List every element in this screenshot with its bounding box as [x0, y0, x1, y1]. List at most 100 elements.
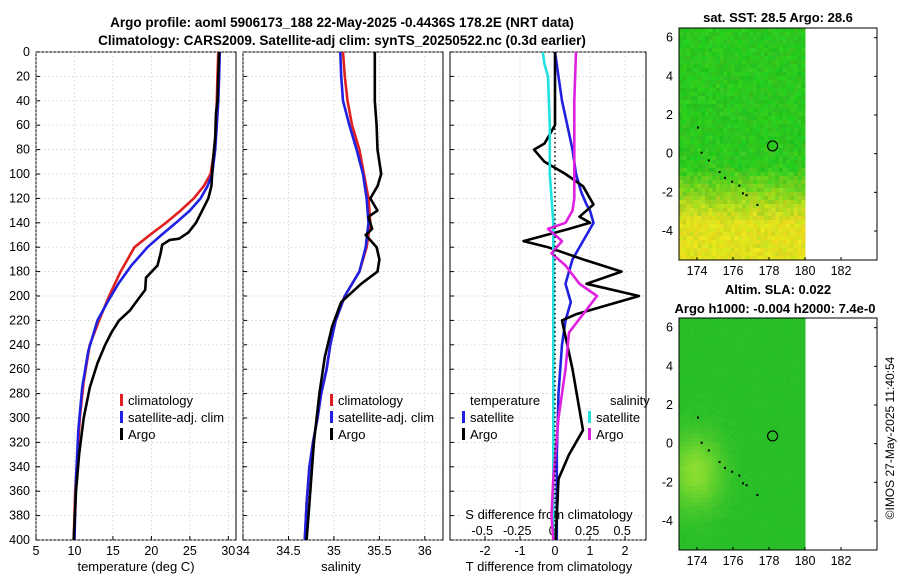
map-cell: [690, 366, 695, 371]
map-cell: [760, 28, 765, 33]
map-cell: [730, 56, 736, 61]
map-cell: [753, 466, 758, 471]
map-cell: [704, 116, 710, 121]
map-cell: [756, 88, 762, 93]
map-cell: [760, 546, 765, 551]
map-cell: [719, 538, 724, 543]
map-cell: [679, 442, 684, 447]
map-cell: [790, 410, 795, 415]
map-cell: [679, 446, 684, 451]
map-cell: [701, 88, 706, 93]
map-cell: [782, 40, 787, 45]
map-cell: [767, 494, 773, 499]
map-cell: [786, 240, 791, 245]
map-cell: [704, 124, 710, 129]
map-cell: [760, 40, 765, 45]
map-cell: [712, 108, 717, 113]
map-cell: [679, 474, 684, 479]
map-cell: [760, 248, 765, 253]
map-cell: [782, 486, 787, 491]
map-cell: [719, 406, 724, 411]
map-cell: [679, 498, 684, 503]
map-cell: [679, 76, 684, 81]
map-cell: [782, 482, 787, 487]
map-cell: [779, 76, 784, 81]
map-cell: [793, 180, 799, 185]
map-cell: [801, 136, 806, 141]
map-cell: [775, 92, 780, 97]
map-cell: [723, 172, 728, 177]
map-cell: [679, 88, 684, 93]
map-cell: [760, 236, 765, 241]
map-cell: [690, 92, 695, 97]
map-cell: [730, 458, 736, 463]
map-cell: [764, 410, 769, 415]
map-cell: [782, 68, 787, 73]
map-cell: [686, 538, 691, 543]
map-cell: [793, 530, 799, 535]
series-line-argo: [305, 52, 383, 540]
map-cell: [797, 48, 802, 53]
map-cell: [690, 32, 695, 37]
map-cell: [682, 48, 687, 53]
map-cell: [716, 48, 721, 53]
map-cell: [779, 498, 784, 503]
map-cell: [775, 160, 780, 165]
map-cell: [719, 426, 724, 431]
map-cell: [749, 256, 754, 261]
map-cell: [708, 144, 713, 149]
map-cell: [786, 514, 791, 519]
map-cell: [753, 92, 758, 97]
map-cell: [760, 382, 765, 387]
map-cell: [753, 446, 758, 451]
map-cell: [719, 116, 724, 121]
map-cell: [704, 216, 710, 221]
map-cell: [734, 92, 739, 97]
map-cell: [708, 406, 713, 411]
map-cell: [723, 84, 728, 89]
map-cell: [730, 466, 736, 471]
map-cell: [727, 28, 732, 33]
map-cell: [801, 232, 806, 237]
map-cell: [793, 510, 799, 515]
map-cell: [745, 366, 750, 371]
map-cell: [682, 410, 687, 415]
map-cell: [738, 84, 743, 89]
map-cell: [697, 76, 702, 81]
map-cell: [704, 196, 710, 201]
map-cell: [801, 350, 806, 355]
map-cell: [779, 28, 784, 33]
map-cell: [697, 136, 702, 141]
map-cell: [790, 104, 795, 109]
map-cell: [730, 534, 736, 539]
map-cell: [704, 546, 710, 551]
map-cell: [701, 430, 706, 435]
map-cell: [782, 538, 787, 543]
map-cell: [690, 394, 695, 399]
map-cell: [682, 494, 687, 499]
map-cell: [723, 374, 728, 379]
map-cell: [679, 470, 684, 475]
map-cell: [797, 156, 802, 161]
map-cell: [756, 116, 762, 121]
map-cell: [693, 212, 699, 217]
map-cell: [690, 104, 695, 109]
map-cell: [690, 164, 695, 169]
map-cell: [682, 152, 687, 157]
map-cell: [767, 164, 773, 169]
map-cell: [753, 442, 758, 447]
map-cell: [690, 108, 695, 113]
map-cell: [742, 410, 747, 415]
map-cell: [679, 152, 684, 157]
map-cell: [779, 358, 784, 363]
map-cell: [682, 498, 687, 503]
map-cell: [793, 136, 799, 141]
map-cell: [693, 350, 699, 355]
map-cell: [719, 350, 724, 355]
map-cell: [790, 56, 795, 61]
map-cell: [745, 334, 750, 339]
map-cell: [760, 378, 765, 383]
map-cell: [760, 494, 765, 499]
map-cell: [753, 486, 758, 491]
map-cell: [704, 160, 710, 165]
